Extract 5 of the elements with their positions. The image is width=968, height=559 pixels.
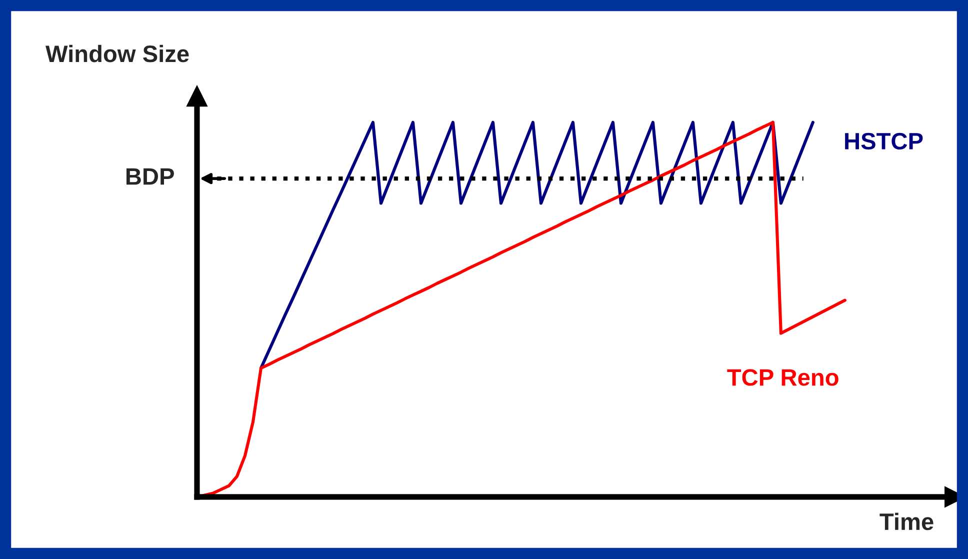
y-axis-title: Window Size: [46, 44, 189, 62]
x-axis-title: Time: [880, 512, 934, 530]
series-label: TCP Reno: [727, 369, 838, 386]
ref-line-label: BDP: [126, 168, 174, 185]
series-label: HSTCP: [845, 132, 923, 150]
